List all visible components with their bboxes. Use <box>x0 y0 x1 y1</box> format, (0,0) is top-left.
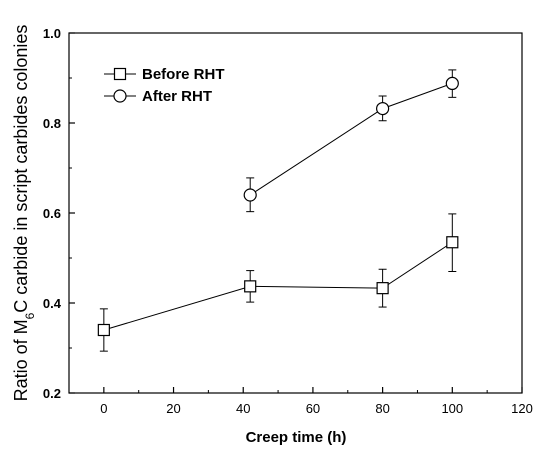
series-line <box>103 241 453 331</box>
x-tick-label: 120 <box>511 401 533 416</box>
y-axis-title: Ratio of M6C carbide in script carbides … <box>11 25 37 402</box>
legend-marker <box>113 89 127 103</box>
x-tick-label: 20 <box>166 401 180 416</box>
x-tick-label: 40 <box>236 401 250 416</box>
data-point <box>244 280 257 293</box>
ticks: 0 20 40 60 80 100 120 0.2 0.4 0.6 0.8 1.0 <box>43 26 533 416</box>
y-tick-label: 1.0 <box>43 26 61 41</box>
y-axis-title-prefix: Ratio of M <box>11 319 31 401</box>
y-tick-label: 0.2 <box>43 386 61 401</box>
x-tick-label: 100 <box>441 401 463 416</box>
y-axis-title-suffix: C carbide in script carbides colonies <box>11 25 31 313</box>
data-point <box>243 188 257 202</box>
x-tick-label: 0 <box>100 401 107 416</box>
data-point <box>97 323 110 337</box>
legend-label: After RHT <box>142 88 212 105</box>
series-line <box>249 82 453 196</box>
legend-label: Before RHT <box>142 66 225 83</box>
series-layer <box>97 69 459 352</box>
y-tick-label: 0.4 <box>43 296 62 311</box>
x-axis-title: Creep time (h) <box>246 429 347 446</box>
legend: Before RHT After RHT <box>104 66 225 105</box>
data-point <box>376 101 390 116</box>
y-tick-label: 0.8 <box>43 116 61 131</box>
data-point <box>445 76 459 91</box>
data-point <box>446 236 459 249</box>
legend-marker <box>113 67 127 81</box>
x-tick-label: 80 <box>375 401 389 416</box>
x-tick-label: 60 <box>306 401 320 416</box>
data-point <box>376 282 389 295</box>
y-tick-label: 0.6 <box>43 206 61 221</box>
y-axis-title-subscript: 6 <box>23 312 37 319</box>
